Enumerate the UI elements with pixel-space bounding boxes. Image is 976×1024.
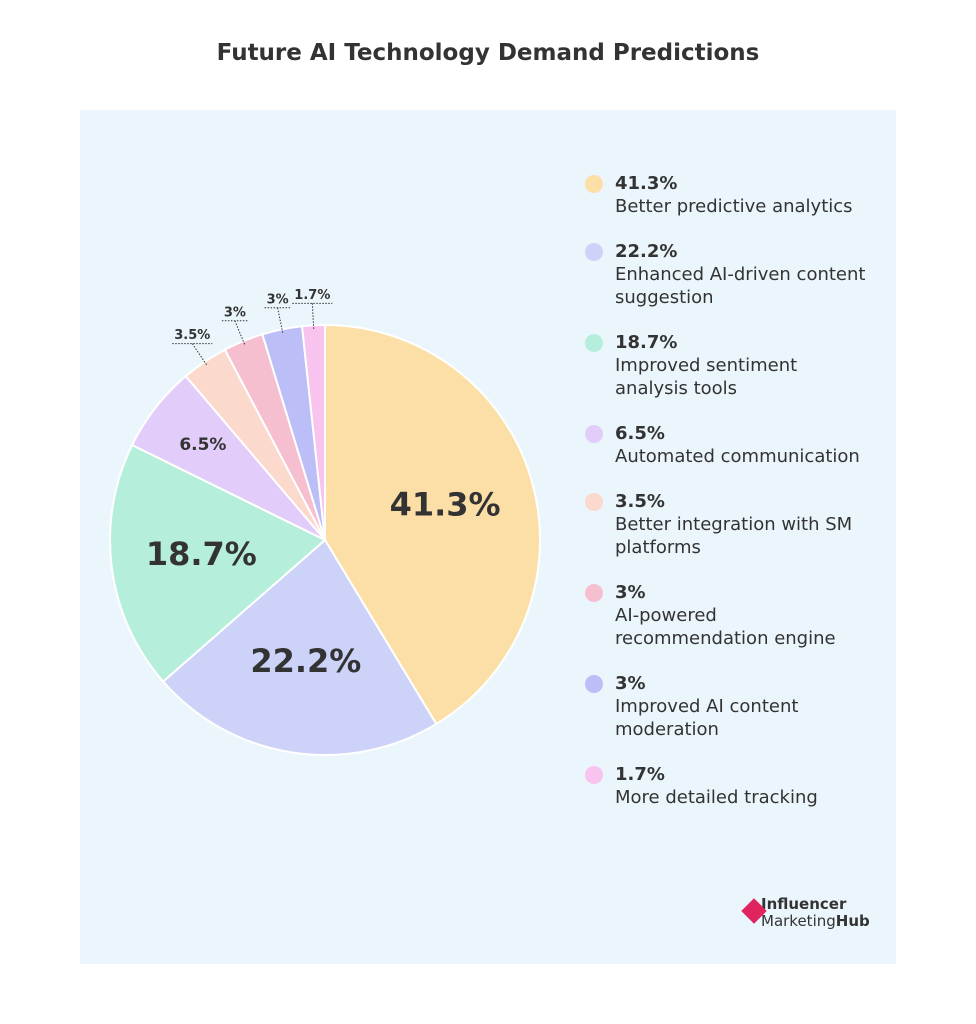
legend-label: Better predictive analytics [615, 196, 853, 217]
logo-text: Influencer MarketingHub [761, 896, 870, 930]
legend-entry: 18.7% Improved sentiment analysis tools [585, 331, 870, 400]
slice-label: 6.5% [179, 435, 226, 455]
legend-value: 1.7% [615, 764, 665, 785]
leader-line [191, 343, 208, 366]
logo: Influencer MarketingHub [741, 896, 870, 930]
legend-value: 3.5% [615, 491, 665, 512]
pie-slice [324, 323, 541, 726]
legend: 41.3% Better predictive analytics 22.2% Enh… [585, 172, 870, 831]
legend-swatch [585, 425, 603, 443]
legend-label: Enhanced AI-driven content suggestion [615, 264, 866, 308]
legend-swatch [585, 675, 603, 693]
legend-label: Improved sentiment analysis tools [615, 355, 798, 399]
legend-label: Better integration with SM platforms [615, 514, 853, 558]
legend-entry: 3% Improved AI content moderation [585, 672, 870, 741]
legend-entry: 3.5% Better integration with SM platforms [585, 490, 870, 559]
logo-word: Hub [835, 912, 870, 930]
legend-swatch [585, 493, 603, 511]
legend-value: 18.7% [615, 332, 678, 353]
legend-label: AI-powered recommendation engine [615, 605, 836, 649]
slice-label: 3.5% [174, 328, 210, 343]
legend-value: 6.5% [615, 423, 665, 444]
logo-line: Influencer [761, 895, 847, 913]
legend-value: 22.2% [615, 241, 678, 262]
legend-entry: 6.5% Automated communication [585, 422, 870, 468]
chart-title: Future AI Technology Demand Predictions [216, 40, 760, 66]
legend-swatch [585, 243, 603, 261]
slice-label: 18.7% [146, 535, 257, 573]
legend-label: Improved AI content moderation [615, 696, 799, 740]
legend-value: 3% [615, 582, 646, 603]
leader-line [234, 320, 246, 346]
legend-value: 41.3% [615, 173, 678, 194]
legend-label: More detailed tracking [615, 787, 818, 808]
logo-line: MarketingHub [761, 913, 870, 930]
legend-swatch [585, 584, 603, 602]
pie-slice [109, 443, 327, 683]
slice-label: 41.3% [390, 485, 501, 523]
legend-value: 3% [615, 673, 646, 694]
slice-label: 1.7% [294, 288, 330, 303]
leader-line [277, 307, 284, 334]
legend-swatch [585, 334, 603, 352]
slice-label: 22.2% [250, 642, 361, 680]
legend-swatch [585, 175, 603, 193]
legend-entry: 3% AI-powered recommendation engine [585, 581, 870, 650]
legend-entry: 22.2% Enhanced AI-driven content suggesti… [585, 240, 870, 309]
legend-entry: 1.7% More detailed tracking [585, 763, 870, 809]
slice-label: 3% [224, 305, 246, 320]
legend-entry: 41.3% Better predictive analytics [585, 172, 870, 218]
pie-slice [161, 538, 438, 756]
legend-swatch [585, 766, 603, 784]
leader-line [311, 303, 315, 330]
slice-label: 3% [267, 292, 289, 307]
legend-label: Automated communication [615, 446, 860, 467]
logo-word: Marketing [761, 912, 836, 930]
